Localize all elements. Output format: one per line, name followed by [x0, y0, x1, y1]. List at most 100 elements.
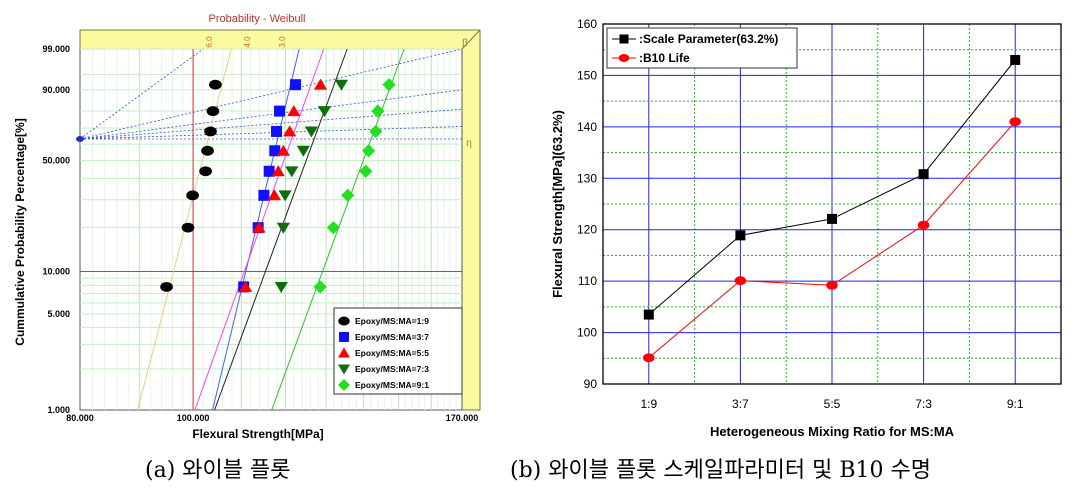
beta-estimation-line: [79, 48, 204, 140]
data-point: [341, 188, 355, 202]
y-tick-label: 110: [578, 274, 597, 288]
data-point: [204, 126, 217, 137]
data-point: [369, 124, 383, 139]
data-point: [290, 79, 302, 91]
y-tick-label: 130: [577, 171, 597, 185]
legend-box: [333, 307, 463, 395]
data-point: [382, 78, 396, 92]
right-caption: (b) 와이블 플롯 스케일파라미터 및 B10 수명: [510, 458, 931, 483]
data-point: [371, 104, 385, 118]
data-point: [362, 144, 376, 158]
data-point: [1010, 55, 1021, 65]
legend-box: [606, 27, 798, 69]
data-point: [359, 164, 373, 178]
eta-axis-label: η: [466, 138, 472, 149]
data-point: [285, 166, 299, 178]
legend-marker: [338, 379, 350, 391]
y-axis-label: Flexural Strength[MPa](63.2%): [550, 110, 565, 298]
legend-marker: [338, 364, 350, 375]
y-tick-label: 90: [584, 377, 598, 391]
x-tick-label: 100.000: [177, 413, 210, 423]
x-tick-label: 80.000: [66, 413, 94, 423]
left-caption: (a) 와이블 플롯: [145, 458, 291, 483]
y-tick-label: 90.000: [42, 85, 70, 95]
data-point: [287, 105, 301, 117]
data-points: [160, 78, 396, 294]
legend: Epoxy/MS:MA=1:9 Epoxy/MS:MA=3:7 Epoxy/MS:M…: [333, 307, 463, 395]
legend-label: Epoxy/MS:MA=1:9: [355, 316, 429, 326]
data-point: [334, 79, 349, 91]
y-tick-label: 99.000: [42, 44, 70, 54]
axis-tick-labels: 80.000 100.000 170.000 1.000 5.000 10.000 50.0…: [42, 44, 478, 423]
data-point: [917, 220, 930, 230]
legend-marker: [338, 316, 350, 326]
data-point: [827, 213, 837, 224]
legend-label: :B10 Life: [639, 51, 690, 65]
data-point: [252, 221, 266, 233]
legend-label: Epoxy/MS:MA=5:5: [355, 348, 429, 358]
data-point: [274, 281, 288, 293]
data-point: [186, 190, 199, 201]
data-point: [734, 276, 747, 286]
data-point: [317, 106, 332, 118]
data-point: [267, 189, 281, 201]
x-tick-label: 3:7: [732, 397, 749, 411]
y-tick-label: 140: [577, 120, 597, 134]
y-tick-label: 10.000: [42, 267, 70, 277]
x-tick-label: 9:1: [1007, 397, 1024, 411]
data-point: [304, 126, 319, 138]
legend-label: Epoxy/MS:MA=7:3: [355, 364, 429, 374]
data-point: [735, 230, 746, 241]
data-point: [181, 222, 195, 233]
legend-label: :Scale Parameter(63.2%): [639, 32, 778, 46]
y-tick-label: 150: [577, 68, 597, 82]
beta-estimation-line: [79, 48, 463, 140]
chart-title: Probability - Weibull: [208, 13, 305, 25]
data-point: [276, 144, 290, 156]
data-point: [271, 165, 285, 177]
beta-scale: 6.0 4.0 3.0: [76, 36, 463, 142]
beta-estimation-line: [79, 89, 463, 140]
legend-marker: [339, 332, 349, 342]
data-point: [263, 165, 275, 177]
data-points: [643, 55, 1021, 363]
data-point: [296, 145, 310, 157]
weibull-probability-chart: 6.0 4.0 3.0 80.000 100.000 170.000 1.000 5.000…: [13, 13, 481, 441]
data-point: [238, 280, 253, 292]
beta-tick-label: 4.0: [243, 36, 252, 48]
data-point: [269, 145, 281, 157]
y-tick-label: 160: [577, 17, 597, 31]
data-point: [313, 280, 327, 294]
axis-tick-labels: 90 100 110 120 130 140 150 160 1:9 3:7 5:5 7:3 9:1: [577, 17, 1024, 411]
beta-axis-label: β: [462, 38, 468, 49]
data-point: [643, 353, 655, 363]
legend: :Scale Parameter(63.2%) :B10 Life: [606, 27, 798, 69]
legend-label: Epoxy/MS:MA=3:7: [355, 332, 429, 342]
data-point: [276, 222, 290, 234]
data-point: [209, 79, 222, 90]
data-point: [274, 105, 286, 117]
x-tick-label: 1:9: [640, 397, 657, 411]
y-tick-label: 5.000: [47, 309, 70, 319]
pivot-point: [76, 135, 84, 142]
grid: [603, 24, 1061, 384]
legend-marker: [619, 34, 629, 44]
data-point: [160, 281, 173, 292]
legend-marker: [618, 53, 630, 63]
data-point: [201, 145, 214, 156]
data-point: [313, 78, 328, 90]
data-point: [199, 166, 212, 177]
legend-label: Epoxy/MS:MA=9:1: [355, 380, 429, 390]
plot-area: [602, 23, 1062, 385]
data-point: [271, 125, 283, 137]
beta-tick-label: 3.0: [278, 36, 287, 48]
y-tick-label: 100: [577, 326, 597, 340]
data-point: [283, 125, 297, 137]
data-point: [278, 190, 292, 202]
x-tick-label: 170.000: [446, 413, 479, 423]
x-axis-label: Flexural Strength[MPa]: [192, 427, 323, 441]
x-tick-label: 7:3: [915, 397, 932, 411]
data-point: [258, 189, 270, 201]
legend-marker: [338, 347, 350, 358]
x-tick-label: 5:5: [824, 397, 841, 411]
